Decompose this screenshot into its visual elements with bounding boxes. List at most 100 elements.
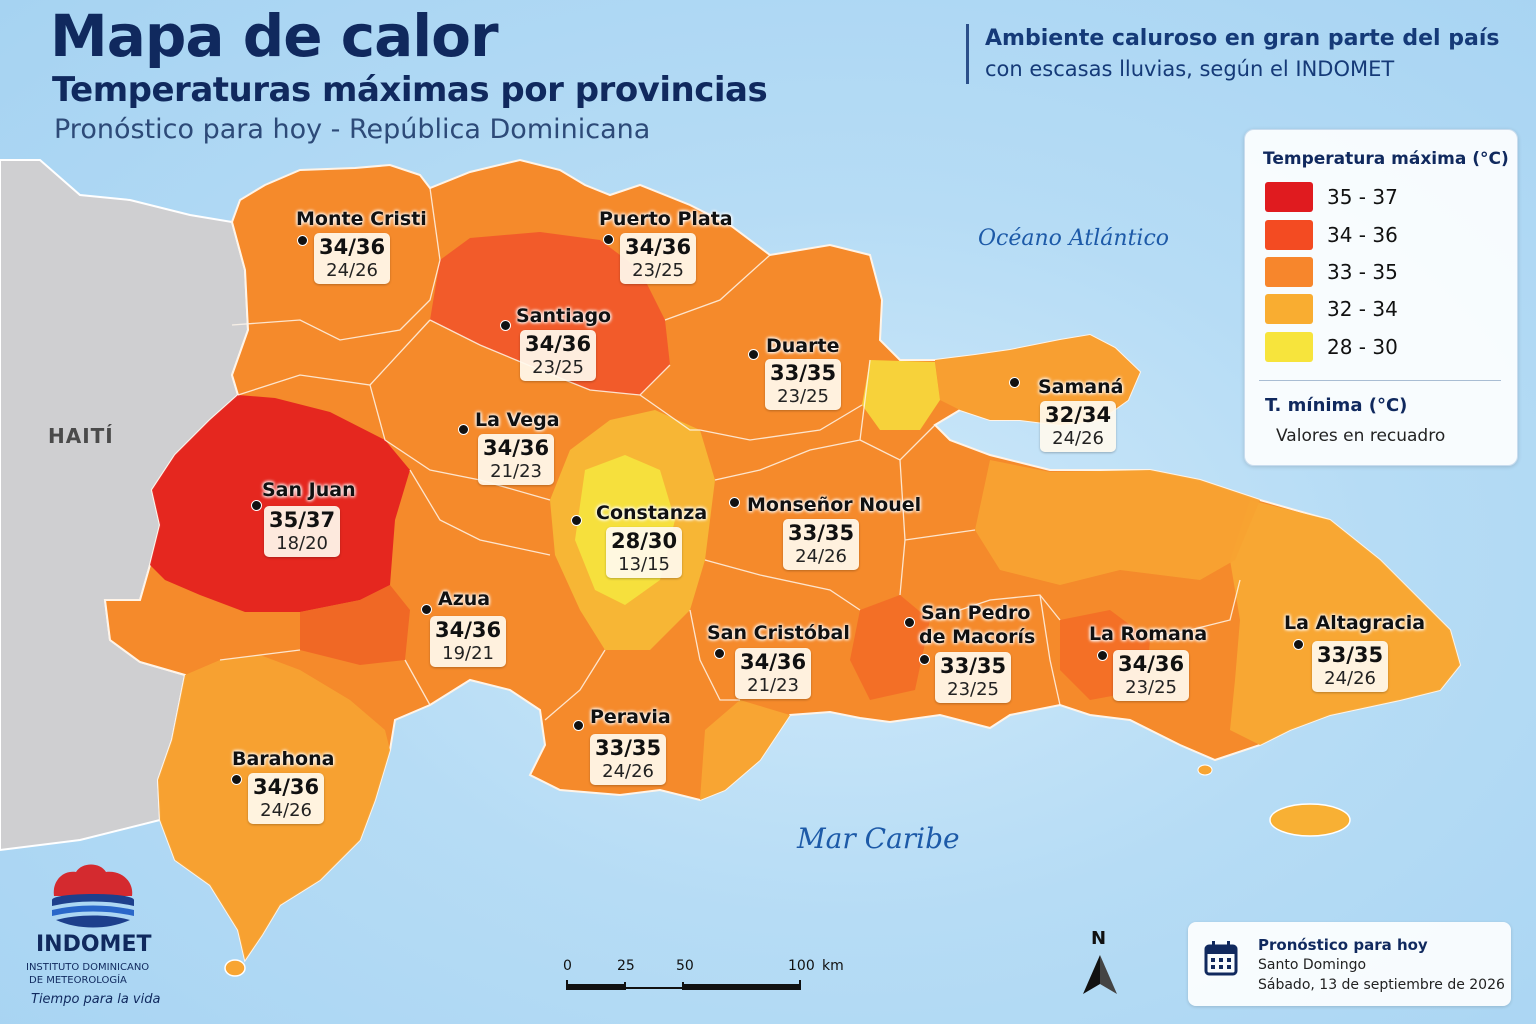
azua-west-region [300,585,410,665]
date-box-date: Sábado, 13 de septiembre de 2026 [1258,977,1505,993]
temperature-box: 33/35 23/25 [935,652,1012,703]
legend: Temperatura máxima (°C) 35 - 37 34 - 36 … [1244,129,1518,466]
min-temp: 21/23 [490,461,542,482]
maria-trinidad-region [862,360,940,430]
city-dot [1097,650,1108,661]
province-name: Monte Cristi [296,208,427,230]
min-temp: 24/26 [1324,668,1376,689]
legend-range: 35 - 37 [1327,185,1398,209]
province-name: La Vega [475,409,560,431]
forecast-date-box: Pronóstico para hoy Santo Domingo Sábado… [1188,922,1511,1006]
temperature-box: 33/35 24/26 [590,734,667,785]
scale-label: 0 [563,958,572,974]
page-subtitle-secondary: Pronóstico para hoy - República Dominica… [54,114,651,145]
temperature-box: 34/36 21/23 [735,648,812,699]
max-temp: 33/35 [595,736,662,760]
city-dot [1009,377,1020,388]
city-dot [603,234,614,245]
city-dot [500,320,511,331]
min-temp: 24/26 [260,800,312,821]
province-name: Santiago [516,305,612,327]
max-temp: 34/36 [483,436,550,460]
city-dot [729,497,740,508]
legend-divider [1259,380,1501,381]
legend-range: 33 - 35 [1327,260,1398,284]
min-temp: 23/25 [777,386,829,407]
logo-subtitle-2: DE METEOROLOGÍA [29,975,127,986]
min-temp: 13/15 [618,554,670,575]
isla-catalina [1197,764,1213,776]
province-name: San Pedro [921,602,1031,624]
temperature-box: 34/36 21/23 [478,434,555,485]
temperature-box: 34/36 23/25 [520,330,597,381]
min-temp: 18/20 [276,533,328,554]
caribbean-sea-label: Mar Caribe [797,822,960,855]
north-label: N [1091,928,1107,949]
legend-swatch [1265,332,1313,362]
province-name: Duarte [766,335,840,357]
temperature-box: 34/36 23/25 [1113,650,1190,701]
min-temp: 24/26 [1052,428,1104,449]
logo-subtitle-1: INSTITUTO DOMINICANO [26,962,150,973]
legend-swatch [1265,294,1313,324]
max-temp: 35/37 [269,508,336,532]
legend-title: Temperatura máxima (°C) [1263,149,1509,169]
city-dot [231,774,242,785]
legend-swatch [1265,257,1313,287]
max-temp: 28/30 [611,529,678,553]
temperature-box: 35/37 18/20 [264,506,341,557]
province-name: Peravia [590,706,671,728]
city-dot [251,500,262,511]
max-temp: 33/35 [770,361,837,385]
city-dot [714,648,725,659]
san-juan-hot-region [150,395,410,612]
max-temp: 34/36 [740,650,807,674]
min-temp: 23/25 [947,679,999,700]
north-arrow-icon [1083,955,1117,994]
date-box-location: Santo Domingo [1258,957,1367,973]
city-dot [297,235,308,246]
isla-beata [224,959,246,977]
city-dot [919,654,930,665]
city-dot [1293,639,1304,650]
province-name: Azua [438,588,491,610]
legend-range: 34 - 36 [1327,223,1398,247]
max-temp: 34/36 [435,618,502,642]
headline-line-1: Ambiente caluroso en gran parte del país [985,26,1500,51]
min-temp: 21/23 [747,675,799,696]
temperature-box: 34/36 23/25 [620,233,697,284]
province-name: Monseñor Nouel [747,494,922,516]
max-temp: 34/36 [319,235,386,259]
max-temp: 33/35 [940,654,1007,678]
scale-label: 50 [676,958,694,974]
legend-min-title: T. mínima (°C) [1265,395,1408,416]
min-temp: 24/26 [326,260,378,281]
scale-bar [566,980,801,990]
province-name: Samaná [1038,376,1124,398]
scale-unit: km [822,958,844,974]
headline: Ambiente caluroso en gran parte del país… [966,24,1500,84]
max-temp: 34/36 [1118,652,1185,676]
max-temp: 34/36 [253,775,320,799]
atlantic-ocean-label: Océano Atlántico [978,226,1170,251]
city-dot [573,720,584,731]
max-temp: 34/36 [625,235,692,259]
south-coast-yellow [700,700,790,800]
temperature-box: 34/36 19/21 [430,616,507,667]
min-temp: 23/25 [532,357,584,378]
date-box-title: Pronóstico para hoy [1258,936,1428,954]
legend-swatch [1265,182,1313,212]
legend-range: 32 - 34 [1327,297,1398,321]
min-temp: 23/25 [632,260,684,281]
province-name-line-2: de Macorís [919,626,1036,648]
city-dot [458,424,469,435]
scale-labels: 0 25 50 100 km [560,958,860,998]
headline-line-2: con escasas lluvias, según el INDOMET [985,57,1395,81]
min-temp: 24/26 [795,546,847,567]
temperature-box: 28/30 13/15 [606,527,683,578]
city-dot [748,349,759,360]
logo-tagline: Tiempo para la vida [31,992,161,1007]
hato-mayor-region [975,460,1260,585]
province-name: Barahona [232,748,335,770]
